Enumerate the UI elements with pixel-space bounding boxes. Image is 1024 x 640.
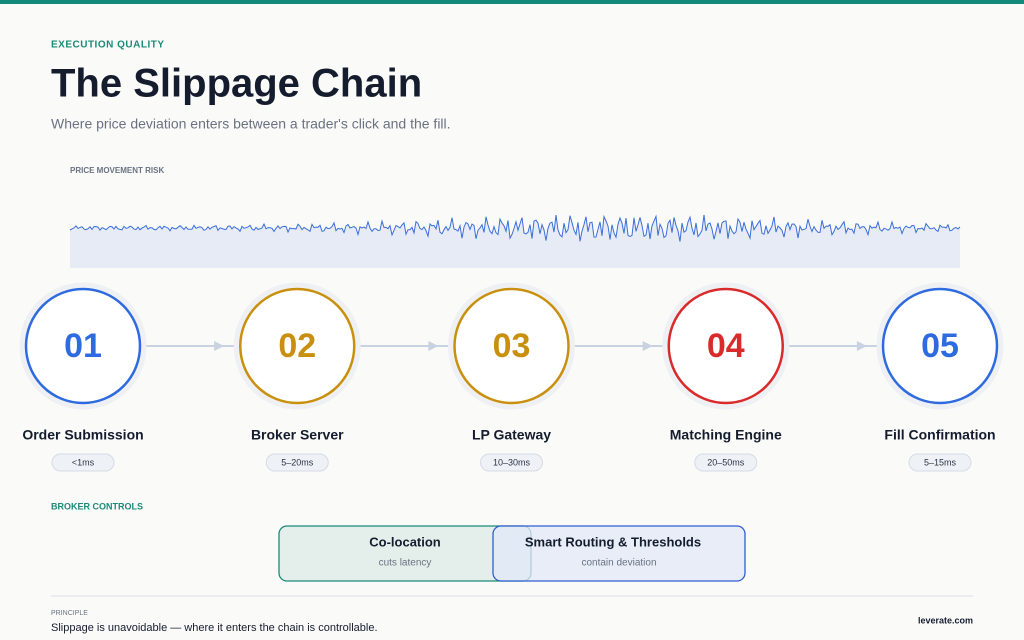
step-halo	[233, 282, 361, 410]
step-number: 04	[707, 327, 745, 365]
latency: 5–15ms	[924, 457, 957, 467]
risk-sparkline	[69, 214, 961, 268]
control-subtitle: cuts latency	[379, 558, 432, 569]
step-circle	[24, 287, 142, 405]
latency-pill	[908, 453, 972, 472]
footer-text: Slippage is unavoidable — where it enter…	[51, 622, 378, 634]
arrow-head	[214, 341, 225, 351]
latency-pill	[51, 453, 115, 472]
step-number: 01	[64, 327, 102, 365]
risk-line	[69, 214, 961, 242]
title: The Slippage Chain	[51, 62, 422, 106]
steps: 01 Order Submission <1ms 02 Broker Server 5–2…	[19, 282, 1004, 472]
step-number: 02	[278, 327, 316, 365]
brand: leverate.com	[918, 615, 973, 625]
step-label: Broker Server	[251, 427, 344, 443]
step-halo	[876, 282, 1004, 410]
control-title: Smart Routing & Thresholds	[525, 534, 701, 549]
step-label: Order Submission	[22, 427, 143, 443]
latency: <1ms	[72, 457, 95, 467]
risk-area	[70, 214, 960, 268]
step-circle	[667, 287, 784, 405]
control-title: Co-location	[369, 534, 441, 549]
arrow-head	[428, 341, 439, 351]
controls: Co-location cuts latency Smart Routing & T…	[278, 525, 746, 582]
risk-label: PRICE MOVEMENT RISK	[70, 166, 164, 175]
control-subtitle: contain deviation	[581, 558, 656, 569]
subtitle: Where price deviation enters between a t…	[51, 116, 451, 132]
step-number: 05	[921, 327, 959, 365]
eyebrow: EXECUTION QUALITY	[51, 40, 165, 51]
latency-pill	[480, 453, 543, 472]
control-box	[492, 525, 746, 582]
step-circle	[239, 287, 356, 405]
latency: 5–20ms	[281, 457, 314, 467]
step-circle	[881, 287, 999, 405]
latency: 20–50ms	[707, 457, 745, 467]
top-bar	[0, 0, 1024, 4]
step-number: 03	[493, 327, 531, 365]
step-halo	[19, 282, 147, 410]
step-label: Fill Confirmation	[884, 427, 995, 443]
step-circle	[453, 287, 570, 405]
step-label: Matching Engine	[670, 427, 782, 443]
footer-label: PRINCIPLE	[51, 610, 88, 617]
step-label: LP Gateway	[472, 427, 551, 443]
step-halo	[662, 282, 790, 410]
latency-pill	[265, 453, 329, 472]
latency: 10–30ms	[493, 457, 531, 467]
controls-label: BROKER CONTROLS	[51, 501, 143, 511]
arrow-head	[642, 341, 653, 351]
latency-pill	[694, 453, 758, 472]
arrow-head	[856, 341, 867, 351]
step-halo	[448, 282, 575, 410]
